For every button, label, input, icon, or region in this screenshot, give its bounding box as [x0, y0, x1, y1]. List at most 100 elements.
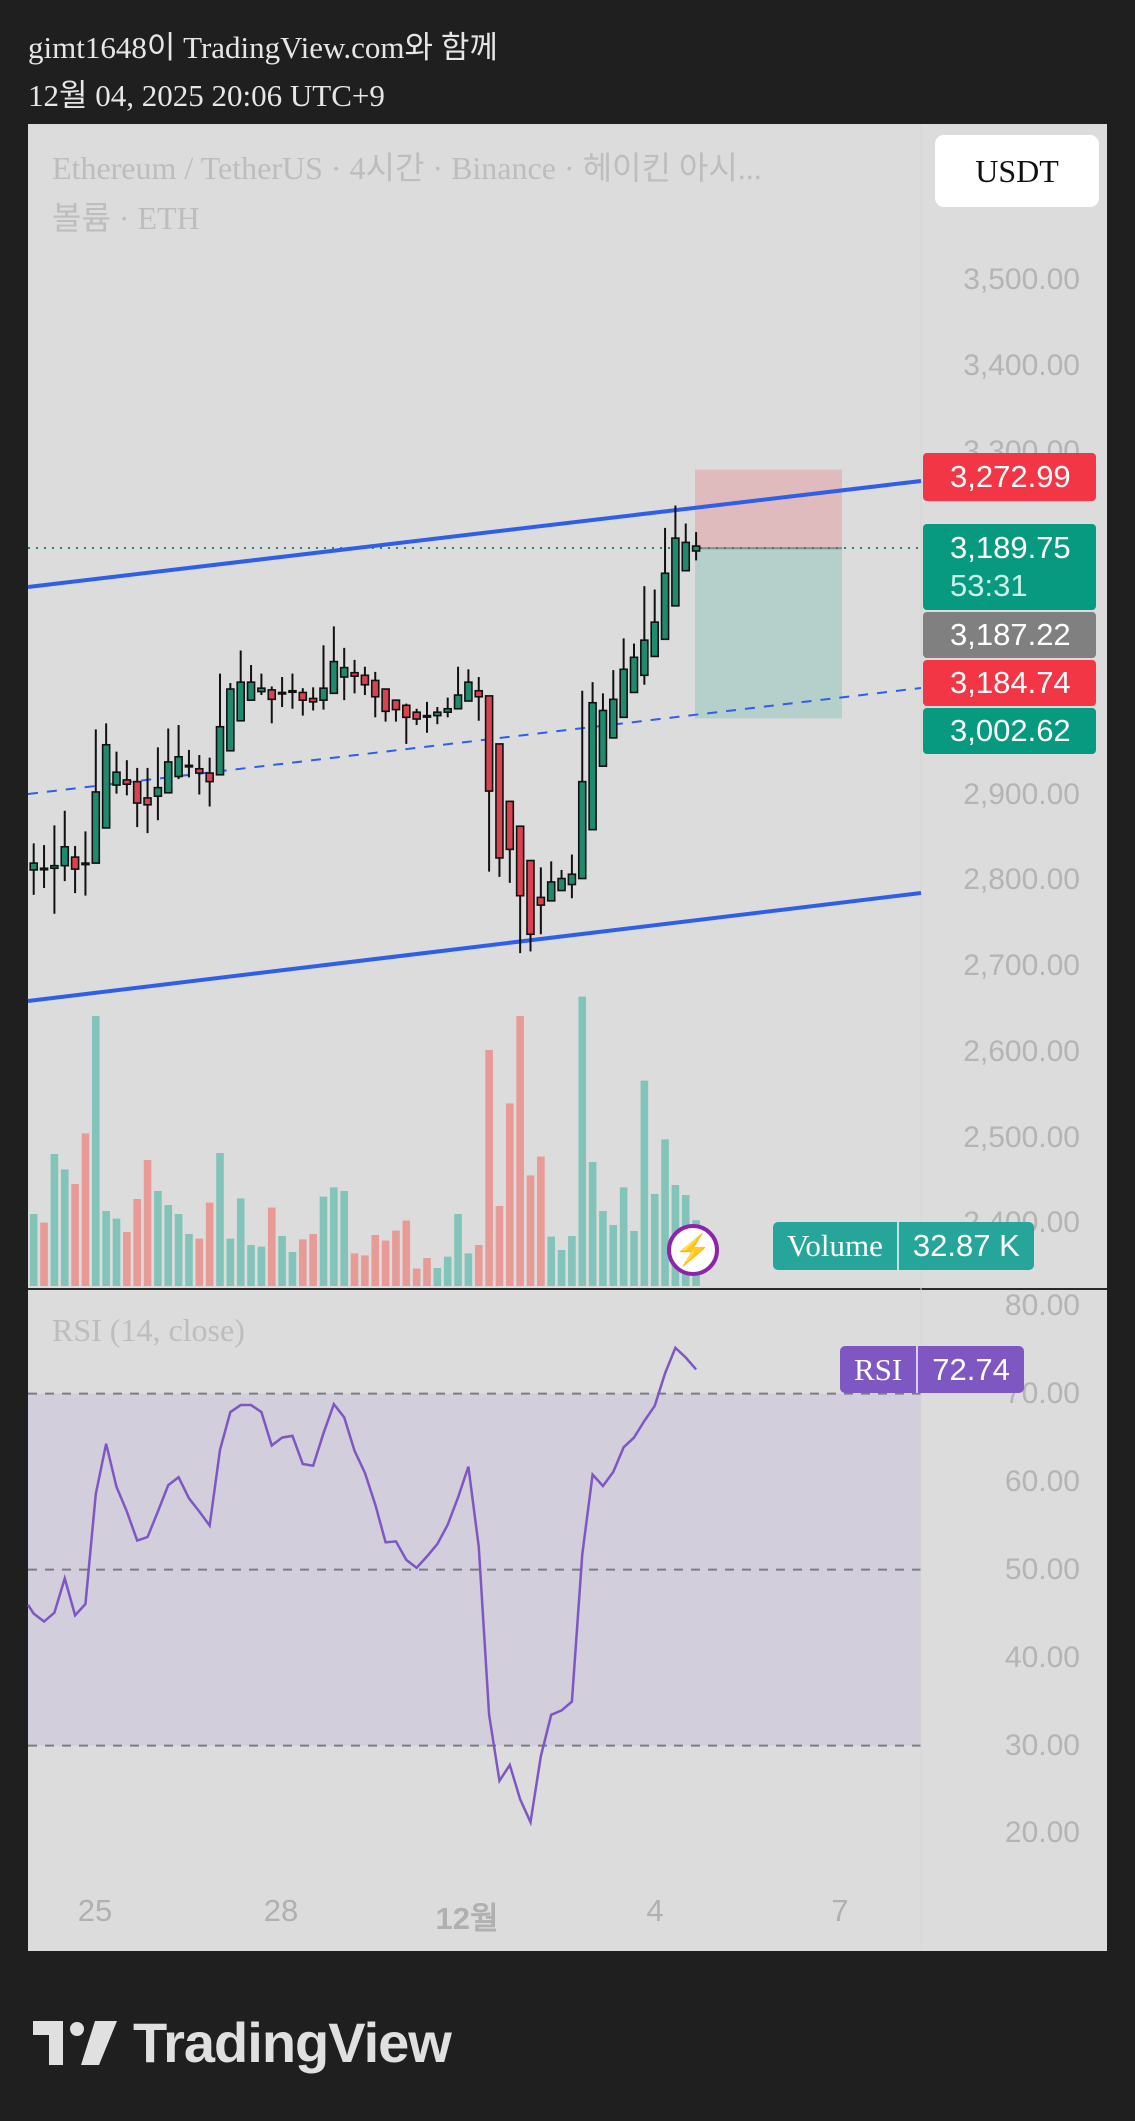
- price-tick: 3,400.00: [963, 349, 1080, 382]
- currency-button[interactable]: USDT: [935, 135, 1099, 207]
- candle-down: [412, 711, 421, 720]
- candle-down: [132, 780, 142, 804]
- volume-bar: [319, 1196, 328, 1286]
- lightning-icon[interactable]: ⚡: [667, 1224, 719, 1276]
- volume-bar: [547, 1236, 555, 1286]
- candle-up: [619, 668, 628, 719]
- candle-down: [350, 671, 359, 677]
- rsi-line: [26, 1345, 698, 1827]
- volume-bar: [50, 1154, 59, 1286]
- volume-bar: [361, 1255, 369, 1286]
- volume-bar: [537, 1156, 545, 1286]
- candle-down: [370, 679, 380, 698]
- logo-text: TradingView: [133, 2011, 452, 2074]
- candle-down: [143, 797, 152, 806]
- candle-up: [288, 689, 297, 694]
- volume-pill-label: Volume: [773, 1222, 899, 1270]
- candle-up: [112, 771, 121, 786]
- position-tool: [28, 469, 921, 719]
- candle-up: [91, 791, 101, 864]
- candle-down: [474, 689, 484, 698]
- rsi-legend[interactable]: RSI (14, close): [52, 1312, 245, 1348]
- time-tick: 12월: [435, 1901, 499, 1936]
- volume-bar: [309, 1234, 317, 1286]
- volume-bar: [340, 1191, 348, 1286]
- position-loss-zone: [695, 548, 842, 719]
- candle-up: [60, 846, 70, 867]
- channel-upper-line: [27, 479, 922, 589]
- candle-down: [381, 688, 390, 713]
- candle-up: [567, 873, 577, 886]
- volume-bar: [423, 1258, 431, 1286]
- volume-bar: [216, 1153, 224, 1286]
- candle-up: [101, 743, 111, 829]
- rsi-tick: 60.00: [1004, 1465, 1080, 1498]
- volume-bar: [506, 1103, 514, 1286]
- candle-down: [308, 697, 318, 703]
- volume-bar: [464, 1253, 473, 1286]
- volume-bar: [630, 1231, 638, 1286]
- candle-up: [598, 709, 608, 768]
- time-tick: 7: [831, 1893, 849, 1928]
- volume-bar: [474, 1245, 483, 1286]
- volume-bar: [154, 1191, 162, 1286]
- volume-bar: [371, 1235, 380, 1286]
- candle-down: [122, 779, 132, 786]
- candle-down: [195, 767, 204, 774]
- volume-bar: [247, 1245, 255, 1286]
- rsi-pill-value: 72.74: [932, 1351, 1010, 1387]
- volume-bar: [402, 1220, 411, 1286]
- candle-up: [163, 761, 173, 794]
- candle-up: [153, 786, 163, 798]
- volume-bar: [609, 1225, 618, 1286]
- rsi-tick: 30.00: [1004, 1729, 1080, 1762]
- candle-up: [277, 691, 287, 695]
- position-profit-zone: [695, 469, 842, 549]
- volume-bar: [640, 1080, 649, 1286]
- trendlines: [27, 479, 922, 1003]
- red-price-label: 3,184.74: [923, 660, 1096, 706]
- candle-up: [422, 714, 432, 718]
- candle-up: [319, 687, 328, 701]
- candle-up: [453, 694, 463, 710]
- volume-pill: Volume 32.87 K: [773, 1222, 1034, 1270]
- candle-down: [526, 859, 535, 936]
- channel-mid-line: [27, 687, 922, 795]
- symbol-legend[interactable]: Ethereum / TetherUS · 4시간 · Binance · 헤이…: [52, 150, 762, 186]
- candle-up: [443, 707, 453, 713]
- price-tick: 2,900.00: [963, 778, 1080, 811]
- price-tick: 2,700.00: [963, 949, 1080, 982]
- rsi-tick: 40.00: [1004, 1641, 1080, 1674]
- volume-bar: [226, 1238, 235, 1286]
- attribution-text: gimt1648이 TradingView.com와 함께: [28, 30, 498, 65]
- volume-bars: [29, 996, 700, 1286]
- volume-bar: [495, 1206, 504, 1286]
- volume-bar: [299, 1239, 307, 1286]
- candle-down: [536, 896, 546, 906]
- candle-up: [464, 681, 473, 702]
- candle-up: [50, 864, 59, 870]
- candle-up: [608, 698, 618, 739]
- volume-bar: [516, 1016, 524, 1286]
- volume-bar: [133, 1199, 141, 1286]
- volume-bar: [205, 1202, 214, 1286]
- volume-bar: [433, 1268, 442, 1286]
- rsi-pill: RSI 72.74: [840, 1346, 1024, 1393]
- volume-bar: [619, 1187, 628, 1286]
- volume-bar: [412, 1268, 421, 1286]
- candle-down: [484, 695, 494, 792]
- volume-bar: [278, 1236, 286, 1286]
- candle-up: [29, 862, 39, 871]
- target-price-label: 3,272.99: [923, 453, 1096, 501]
- candle-countdown: 53:31: [950, 568, 1028, 603]
- rsi-tick: 50.00: [1004, 1553, 1080, 1586]
- volume-legend[interactable]: 볼륨 · ETH: [52, 200, 200, 236]
- rsi-tick: 20.00: [1004, 1816, 1080, 1849]
- candle-down: [495, 743, 504, 859]
- price-tick: 2,600.00: [963, 1035, 1080, 1068]
- rsi-pill-label: RSI: [840, 1346, 919, 1393]
- volume-bar: [195, 1238, 204, 1286]
- price-tick: 2,500.00: [963, 1121, 1080, 1154]
- price-tick: 3,500.00: [963, 263, 1080, 296]
